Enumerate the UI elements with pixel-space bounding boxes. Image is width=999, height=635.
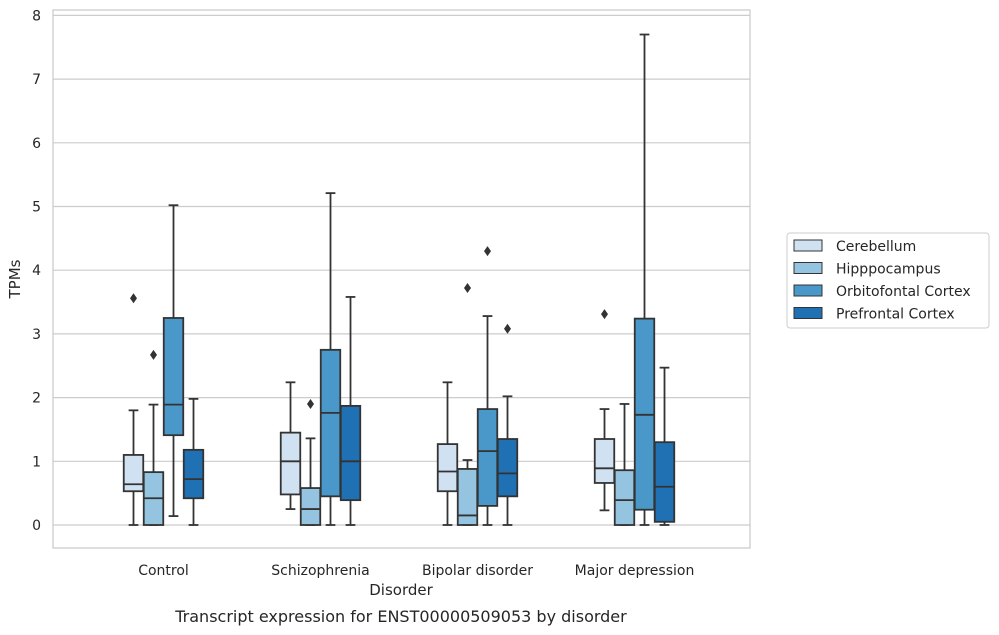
outlier-marker <box>464 283 471 294</box>
box-body <box>319 348 342 498</box>
outlier-marker <box>307 398 314 409</box>
box-group <box>476 246 499 526</box>
legend-label: Orbitofontal Cortex <box>836 284 971 300</box>
y-tick-label: 3 <box>32 327 41 343</box>
box-body <box>653 441 676 523</box>
x-tick-labels: Control Schizophrenia Bipolar disorder Majo… <box>138 563 694 579</box>
box-body <box>613 469 636 526</box>
box-body <box>339 404 362 502</box>
box-body <box>182 448 205 500</box>
outlier-marker <box>130 293 137 304</box>
chart-caption: Transcript expression for ENST0000050905… <box>174 607 627 626</box>
y-tick-label: 8 <box>32 8 41 24</box>
outlier-marker <box>504 323 511 334</box>
box-group <box>182 397 205 526</box>
plot-area-frame <box>52 9 751 549</box>
y-tick-label: 0 <box>32 518 41 534</box>
legend: Cerebellum Hipppocampus Orbitofontal Corte… <box>786 232 990 329</box>
legend-label: Hipppocampus <box>836 262 941 278</box>
box-body <box>496 438 519 498</box>
box-group <box>339 296 362 526</box>
box-group <box>162 204 185 517</box>
x-tick-label: Schizophrenia <box>271 563 369 579</box>
box-body <box>122 454 145 493</box>
box-body <box>299 487 322 526</box>
y-tick-label: 5 <box>32 200 41 216</box>
box-group <box>593 309 616 512</box>
y-tick-label: 1 <box>32 454 41 470</box>
legend-swatch <box>793 239 823 252</box>
box-group <box>319 192 342 526</box>
y-tick-label: 6 <box>32 136 41 152</box>
y-tick-label: 4 <box>32 263 41 279</box>
box-body <box>436 443 459 493</box>
box-body <box>476 408 499 507</box>
box-group <box>299 398 322 526</box>
plot-area-background <box>53 10 750 548</box>
legend-label: Prefrontal Cortex <box>836 307 955 323</box>
x-tick-label: Control <box>138 563 189 579</box>
box-body <box>593 438 616 484</box>
x-axis-title: Disorder <box>369 581 433 599</box>
y-tick-label: 7 <box>32 72 41 88</box>
outlier-marker <box>601 309 608 320</box>
legend-frame <box>786 232 990 329</box>
box-body <box>279 431 302 496</box>
legend-swatch <box>793 284 823 297</box>
box-group <box>653 366 676 526</box>
box-group <box>436 381 459 526</box>
box-group <box>279 381 302 510</box>
box-body <box>162 317 185 437</box>
box-body <box>456 468 479 526</box>
box-group <box>496 323 519 526</box>
y-tick-labels: 0 1 2 3 4 5 6 7 8 <box>32 8 41 534</box>
legend-items: Cerebellum Hipppocampus Orbitofontal Corte… <box>793 239 971 323</box>
box-group <box>633 33 656 526</box>
x-tick-label: Major depression <box>575 563 695 579</box>
outlier-marker <box>150 349 157 360</box>
legend-swatch <box>793 262 823 274</box>
outlier-marker <box>484 246 491 257</box>
box-group <box>142 349 165 526</box>
legend-label: Cerebellum <box>836 239 916 255</box>
legend-swatch <box>793 307 823 319</box>
y-axis-title: TPMs <box>6 259 24 299</box>
boxes <box>122 33 676 526</box>
box-group <box>122 293 145 526</box>
y-tick-label: 2 <box>32 391 41 407</box>
x-tick-label: Bipolar disorder <box>422 563 533 579</box>
